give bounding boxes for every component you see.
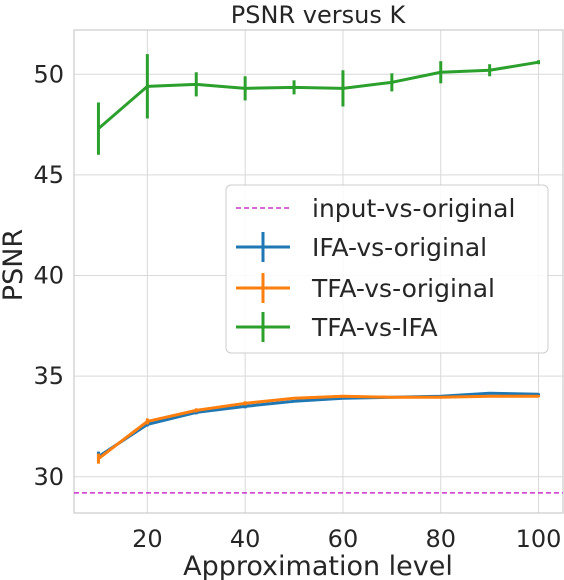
legend-item: TFA-vs-original	[236, 273, 495, 303]
x-axis-label: Approximation level	[183, 551, 453, 580]
series-layer	[74, 54, 563, 494]
x-tick-label: 80	[425, 525, 456, 553]
chart-title: PSNR versus K	[231, 1, 407, 29]
series-line	[97, 60, 539, 130]
legend-item: input-vs-original	[236, 194, 515, 223]
x-tick-label: 20	[132, 525, 163, 553]
x-tick-label: 40	[230, 525, 261, 553]
series-IFA-vs-original	[96, 391, 541, 462]
y-tick-label: 45	[33, 161, 64, 189]
y-tick-label: 35	[33, 362, 64, 390]
legend-box	[225, 184, 549, 354]
legend-item: IFA-vs-original	[236, 232, 487, 262]
legend-label: IFA-vs-original	[312, 233, 487, 262]
legend-label: TFA-vs-IFA	[311, 313, 438, 342]
x-tick-label: 60	[328, 525, 359, 553]
y-tick-label: 40	[33, 262, 64, 290]
series-TFA-vs-original	[96, 394, 541, 464]
series-line	[97, 391, 539, 458]
series-line	[97, 394, 539, 460]
plot-frame	[73, 29, 564, 514]
legend-label: input-vs-original	[312, 194, 515, 223]
y-axis-label: PSNR	[0, 229, 29, 301]
series-TFA-vs-IFA	[96, 54, 541, 155]
legend: input-vs-original IFA-vs-original TFA-vs-o…	[225, 184, 549, 354]
y-tick-label: 50	[33, 60, 64, 88]
y-tick-label: 30	[33, 463, 64, 491]
tick-labels: 20 40 60 80 100 30 35 40 45 50	[33, 60, 561, 553]
x-tick-label: 100	[516, 525, 562, 553]
legend-item: TFA-vs-IFA	[236, 312, 438, 342]
legend-label: TFA-vs-original	[311, 274, 495, 303]
